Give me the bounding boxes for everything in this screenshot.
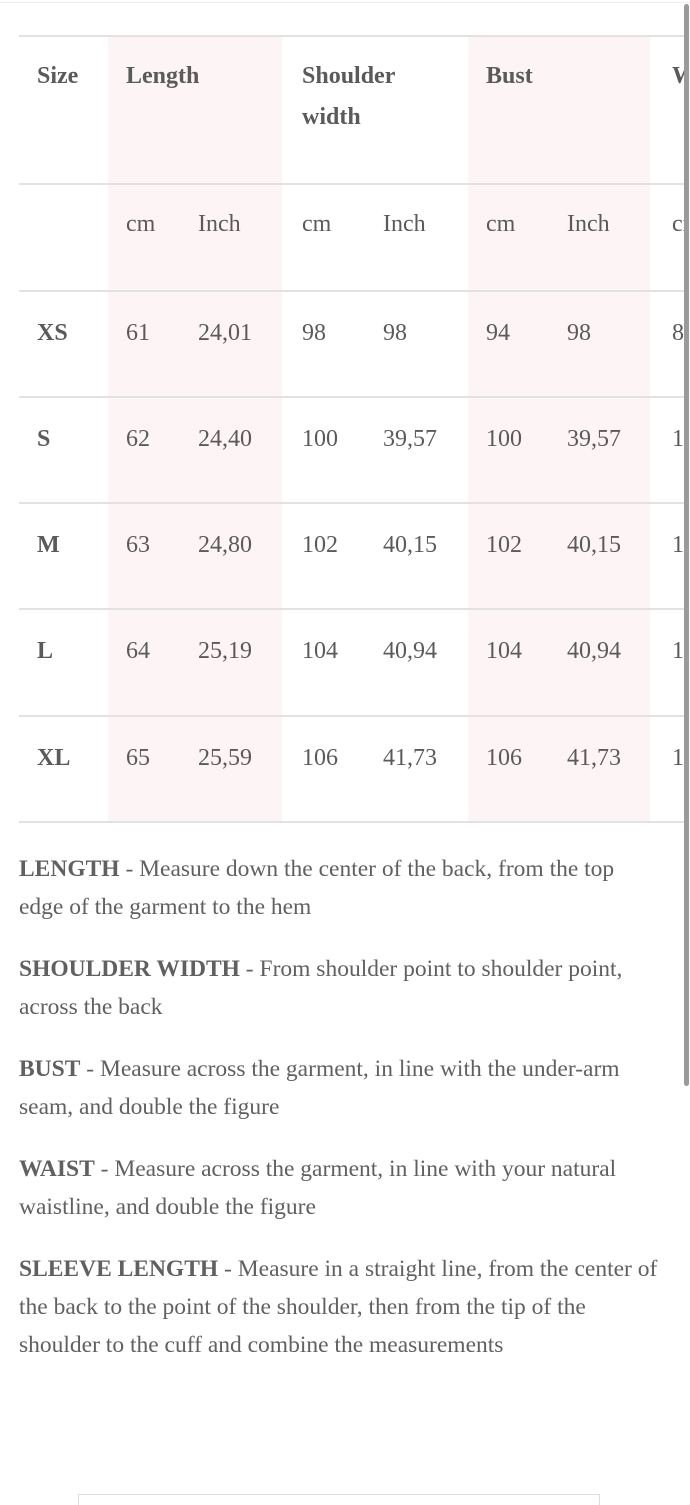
description-text: - Measure down the center of the back, f… <box>19 856 615 920</box>
description-term: SHOULDER WIDTH <box>19 956 240 982</box>
description-term: LENGTH <box>19 856 120 882</box>
row-divider <box>19 608 685 610</box>
description-term: BUST <box>19 1056 81 1082</box>
bust-column-shade <box>468 36 650 822</box>
row-divider <box>19 502 685 504</box>
table-cell: 1 <box>672 638 684 664</box>
unit-label: cm <box>486 211 516 237</box>
header-length: Length <box>126 63 200 89</box>
table-cell: 25,19 <box>198 638 252 664</box>
unit-label: Inch <box>198 211 241 237</box>
unit-label: Inch <box>383 211 426 237</box>
table-cell: 24,01 <box>198 320 252 346</box>
table-cell: 40,94 <box>567 638 621 664</box>
table-cell: 102 <box>302 532 338 558</box>
row-divider <box>19 183 685 185</box>
row-divider <box>19 715 685 717</box>
length-column-shade <box>108 36 282 822</box>
unit-label: cm <box>672 211 685 237</box>
table-cell: 41,73 <box>567 745 621 771</box>
table-cell: 63 <box>126 532 150 558</box>
header-bust: Bust <box>486 63 533 89</box>
header-w: W <box>672 63 685 89</box>
size-label: M <box>37 532 60 558</box>
description-length: LENGTH - Measure down the center of the … <box>19 850 659 926</box>
table-cell: 39,57 <box>383 426 437 452</box>
table-cell: 25,59 <box>198 745 252 771</box>
table-cell: 94 <box>486 320 510 346</box>
unit-label: Inch <box>567 211 610 237</box>
table-cell: 1 <box>672 532 684 558</box>
description-sleeve-length: SLEEVE LENGTH - Measure in a straight li… <box>19 1250 659 1364</box>
description-term: WAIST <box>19 1156 95 1182</box>
description-bust: BUST - Measure across the garment, in li… <box>19 1050 659 1126</box>
size-label: XS <box>37 320 68 346</box>
row-divider <box>19 396 685 398</box>
table-cell: 8 <box>672 320 684 346</box>
row-divider <box>19 290 685 292</box>
table-cell: 40,15 <box>567 532 621 558</box>
size-label: XL <box>37 745 71 771</box>
table-cell: 24,40 <box>198 426 252 452</box>
table-cell: 64 <box>126 638 150 664</box>
description-text: - Measure in a straight line, from the c… <box>19 1256 658 1358</box>
row-divider <box>19 821 685 823</box>
unit-label: cm <box>126 211 156 237</box>
table-cell: 104 <box>486 638 522 664</box>
table-cell: 24,80 <box>198 532 252 558</box>
size-label: L <box>37 638 54 664</box>
description-text: - From shoulder point to shoulder point,… <box>19 956 623 1020</box>
table-cell: 65 <box>126 745 150 771</box>
scrollbar[interactable] <box>684 4 689 1086</box>
header-shoulder-width: Shoulder width <box>302 63 395 130</box>
description-shoulder-width: SHOULDER WIDTH - From shoulder point to … <box>19 950 659 1026</box>
table-cell: 39,57 <box>567 426 621 452</box>
table-cell: 61 <box>126 320 150 346</box>
table-cell: 102 <box>486 532 522 558</box>
description-waist: WAIST - Measure across the garment, in l… <box>19 1150 659 1226</box>
header-size: Size <box>37 63 79 89</box>
table-cell: 100 <box>486 426 522 452</box>
table-cell: 106 <box>302 745 338 771</box>
table-cell: 98 <box>383 320 407 346</box>
table-cell: 1 <box>672 426 684 452</box>
unit-label: cm <box>302 211 332 237</box>
description-text: - Measure across the garment, in line wi… <box>19 1156 617 1220</box>
table-cell: 62 <box>126 426 150 452</box>
table-cell: 100 <box>302 426 338 452</box>
description-text: - Measure across the garment, in line wi… <box>19 1056 620 1120</box>
size-label: S <box>37 426 51 452</box>
table-cell: 98 <box>567 320 591 346</box>
description-term: SLEEVE LENGTH <box>19 1256 219 1282</box>
table-cell: 1 <box>672 745 684 771</box>
table-cell: 106 <box>486 745 522 771</box>
table-cell: 40,15 <box>383 532 437 558</box>
table-cell: 40,94 <box>383 638 437 664</box>
row-divider <box>19 35 685 37</box>
top-divider <box>0 2 690 3</box>
table-cell: 104 <box>302 638 338 664</box>
table-cell: 41,73 <box>383 745 437 771</box>
table-cell: 98 <box>302 320 326 346</box>
